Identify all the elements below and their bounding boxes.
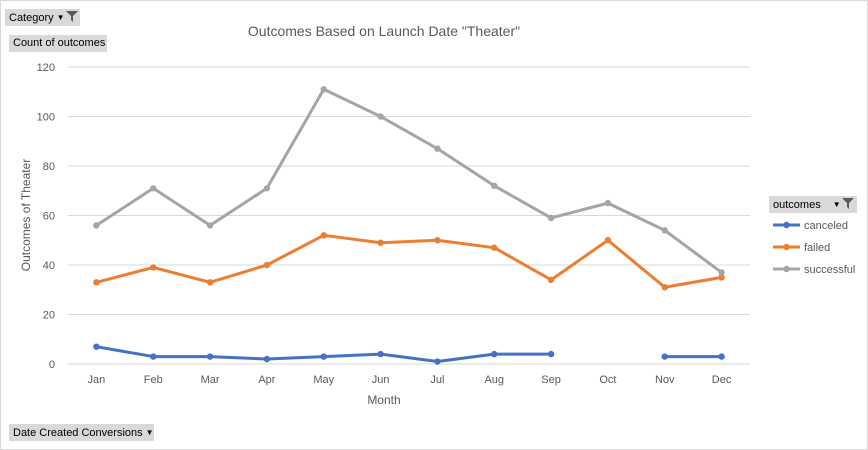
- legend-swatch-marker: [783, 265, 790, 273]
- data-point: [206, 353, 214, 360]
- data-point: [434, 145, 441, 152]
- y-tick-label: 100: [37, 112, 55, 124]
- x-tick-label: Sep: [541, 374, 561, 386]
- date-created-conversions-label: Date Created Conversions: [13, 427, 143, 439]
- outcomes-filter-button[interactable]: outcomes ▼: [769, 196, 857, 213]
- data-point: [661, 284, 668, 291]
- data-point: [320, 86, 327, 93]
- x-tick-label: Mar: [201, 374, 220, 386]
- data-point: [150, 185, 157, 192]
- data-point: [320, 353, 327, 360]
- filter-funnel-icon: [841, 198, 854, 209]
- dropdown-arrow-icon: ▼: [832, 200, 841, 209]
- x-axis-ticks: Jan Feb Mar Apr May Jun Jul Aug Sep Oct Nov Dec: [88, 374, 732, 386]
- data-point: [434, 358, 441, 365]
- data-point: [718, 269, 725, 276]
- chart-title: Outcomes Based on Launch Date "Theater": [248, 23, 520, 39]
- dropdown-arrow-icon: ▼: [145, 428, 154, 437]
- data-point: [547, 350, 555, 358]
- legend-entry-canceled: canceled: [804, 220, 848, 232]
- data-point: [206, 279, 214, 286]
- data-point: [377, 239, 384, 246]
- filter-funnel-icon: [65, 11, 78, 22]
- data-point: [491, 244, 498, 251]
- y-tick-label: 120: [37, 62, 55, 74]
- gridlines: [68, 66, 750, 365]
- count-of-outcomes-label: Count of outcomes: [13, 37, 106, 49]
- data-point: [547, 276, 555, 284]
- data-point: [661, 227, 668, 234]
- y-tick-label: 0: [49, 359, 55, 371]
- series-failed: [93, 232, 725, 291]
- y-tick-label: 80: [43, 161, 55, 173]
- data-point: [263, 261, 271, 269]
- date-created-conversions-button[interactable]: Date Created Conversions ▼: [9, 424, 154, 441]
- category-filter-button[interactable]: Category ▼: [5, 9, 80, 26]
- data-point: [661, 353, 668, 360]
- x-tick-label: Jan: [88, 374, 106, 386]
- x-tick-label: Apr: [258, 374, 275, 386]
- data-point: [718, 274, 725, 281]
- data-point: [150, 353, 157, 360]
- data-point: [93, 222, 100, 229]
- dropdown-arrow-icon: ▼: [56, 13, 65, 22]
- category-filter-label: Category: [9, 12, 54, 24]
- data-point: [93, 343, 100, 350]
- y-tick-label: 20: [43, 310, 55, 322]
- x-tick-label: May: [313, 374, 334, 386]
- x-tick-label: Jun: [372, 374, 390, 386]
- legend-entry-failed: failed: [804, 242, 830, 254]
- legend: canceled failed successful: [773, 220, 855, 276]
- data-point: [434, 237, 441, 244]
- x-tick-label: Oct: [599, 374, 616, 386]
- count-of-outcomes-button[interactable]: Count of outcomes: [9, 35, 107, 52]
- series-successful: [93, 86, 725, 276]
- x-axis-title: Month: [367, 393, 400, 407]
- data-point: [547, 214, 555, 222]
- series-canceled: [93, 343, 725, 365]
- x-tick-label: Jul: [430, 374, 444, 386]
- legend-swatch-marker: [783, 221, 790, 229]
- y-tick-label: 40: [43, 260, 55, 272]
- y-axis-title: Outcomes of Theater: [19, 159, 33, 272]
- data-point: [263, 355, 271, 363]
- data-point: [206, 222, 214, 229]
- data-point: [377, 113, 384, 120]
- legend-swatch-marker: [783, 243, 790, 251]
- y-tick-label: 60: [43, 211, 55, 223]
- outcomes-filter-label: outcomes: [773, 199, 821, 211]
- y-axis-ticks: 0 20 40 60 80 100 120: [37, 62, 55, 371]
- data-point: [604, 237, 612, 244]
- data-point: [718, 353, 725, 360]
- series-group: [93, 86, 725, 365]
- x-tick-label: Aug: [484, 374, 504, 386]
- x-tick-label: Nov: [655, 374, 675, 386]
- legend-entry-successful: successful: [804, 264, 855, 276]
- data-point: [491, 182, 498, 189]
- data-point: [320, 232, 327, 239]
- data-point: [491, 350, 498, 358]
- data-point: [604, 199, 612, 207]
- x-tick-label: Dec: [712, 374, 732, 386]
- data-point: [263, 185, 271, 192]
- data-point: [377, 350, 384, 358]
- data-point: [150, 264, 157, 271]
- series-line: [94, 87, 724, 274]
- x-tick-label: Feb: [144, 374, 163, 386]
- series-line: [94, 233, 724, 289]
- data-point: [93, 279, 100, 286]
